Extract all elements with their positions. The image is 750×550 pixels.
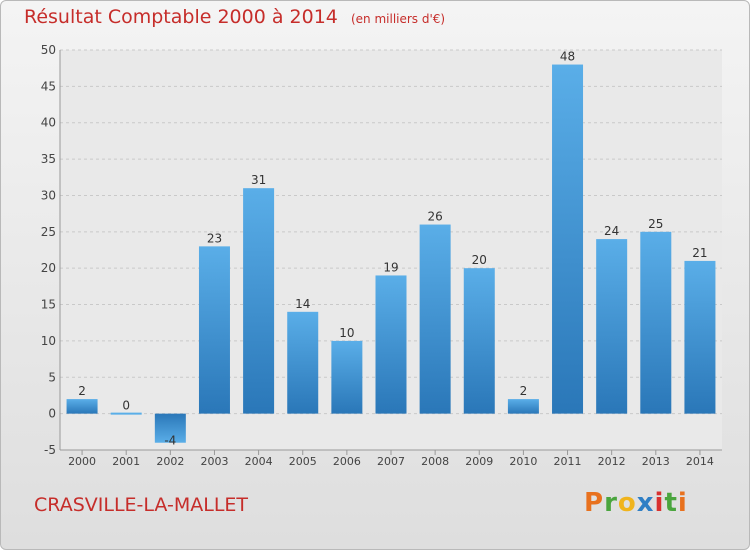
data-label: 25 [648,217,663,231]
logo-letter: i [654,488,665,518]
title-unit: (en milliers d'€) [350,12,446,26]
x-tick-label: 2013 [642,455,670,468]
y-tick-label: 5 [48,370,56,384]
bar [331,340,363,414]
data-label: 10 [339,326,354,340]
y-tick-label: 30 [41,188,56,202]
x-tick-label: 2003 [200,455,228,468]
proxiti-logo: Proxiti [584,488,688,518]
bar [110,412,142,415]
logo-letter: P [584,488,605,518]
bar [287,311,319,414]
x-tick-label: 2006 [333,455,361,468]
y-tick-label: 25 [41,225,56,239]
bar [640,231,672,414]
data-label: 2 [520,384,528,398]
data-label: -4 [164,434,176,448]
x-tick-label: 2005 [289,455,317,468]
data-label: 19 [383,260,398,274]
x-tick-label: 2004 [245,455,273,468]
logo-letter: r [604,488,618,518]
place-name: CRASVILLE-LA-MALLET [34,494,249,516]
bar [507,399,539,414]
y-tick-label: 50 [41,43,56,57]
y-tick-label: 45 [41,79,56,93]
x-tick-label: 2007 [377,455,405,468]
chart-title: Résultat Comptable 2000 à 2014 (en milli… [24,6,445,28]
x-tick-label: 2014 [686,455,714,468]
logo-letter: o [617,488,637,518]
data-label: 31 [251,173,266,187]
data-label: 2 [78,384,86,398]
bar [596,239,628,414]
title-main: Résultat Comptable 2000 à 2014 [24,6,338,28]
x-tick-label: 2009 [465,455,493,468]
y-tick-label: 0 [48,407,56,421]
bar [463,268,495,414]
x-tick-label: 2012 [598,455,626,468]
y-tick-label: 10 [41,334,56,348]
bar [419,224,451,414]
x-tick-label: 2010 [509,455,537,468]
y-tick-label: 15 [41,298,56,312]
data-label: 21 [692,246,707,260]
bar [552,64,584,414]
data-label: 24 [604,224,619,238]
y-tick-label: -5 [44,443,56,457]
bar [375,275,407,414]
bar [684,260,716,414]
data-label: 14 [295,297,310,311]
x-tick-label: 2001 [112,455,140,468]
logo-letter: x [636,488,655,518]
data-label: 26 [427,210,442,224]
y-tick-label: 20 [41,261,56,275]
y-tick-label: 40 [41,116,56,130]
y-tick-label: 35 [41,152,56,166]
data-label: 48 [560,50,575,64]
x-tick-label: 2011 [554,455,582,468]
x-tick-label: 2000 [68,455,96,468]
data-label: 20 [472,253,487,267]
data-label: 23 [207,231,222,245]
data-label: 0 [122,399,130,413]
bar [154,413,186,443]
bar [243,188,275,414]
bar [198,246,230,414]
logo-letter: i [677,488,688,518]
x-tick-label: 2008 [421,455,449,468]
x-tick-label: 2002 [156,455,184,468]
bar [66,399,98,414]
logo-letter: t [664,488,678,518]
